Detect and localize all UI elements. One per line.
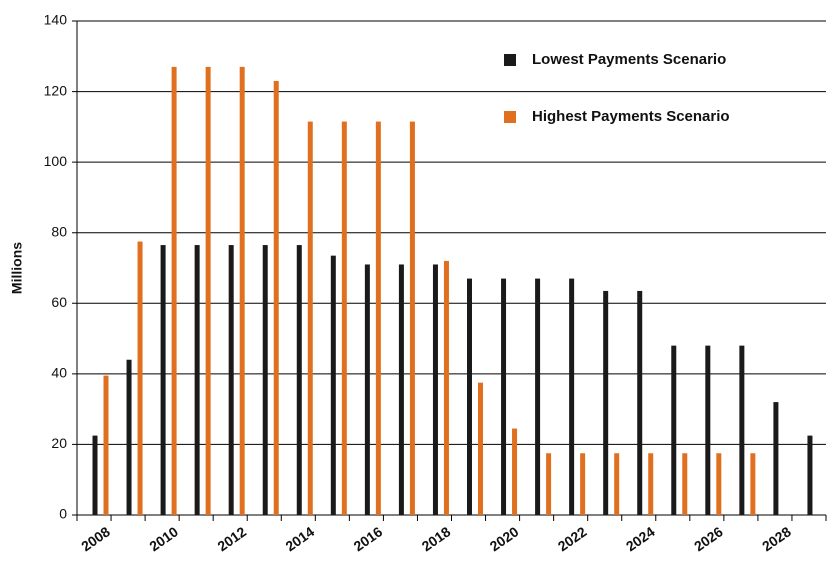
- bar: [501, 278, 507, 515]
- bar: [807, 435, 813, 515]
- bar: [443, 260, 449, 515]
- x-tick-label: 2010: [146, 523, 181, 554]
- x-tick-label: 2020: [487, 523, 522, 554]
- bar: [637, 290, 643, 515]
- bar: [137, 241, 143, 516]
- bar: [307, 121, 313, 516]
- bar: [160, 245, 166, 516]
- bar: [375, 121, 381, 516]
- bar: [92, 435, 98, 515]
- y-tick-label: 40: [51, 365, 67, 381]
- bar: [739, 345, 745, 515]
- x-tick-label: 2028: [759, 523, 794, 554]
- bar: [273, 80, 279, 515]
- bar: [467, 278, 472, 515]
- y-tick-label: 140: [44, 12, 68, 28]
- legend-label: Lowest Payments Scenario: [532, 51, 726, 68]
- x-tick-label: 2016: [351, 523, 386, 554]
- legend-swatch: [504, 54, 516, 66]
- x-tick-label: 2018: [419, 523, 454, 554]
- bar: [546, 453, 552, 515]
- bar: [239, 66, 245, 515]
- bar: [296, 245, 302, 516]
- legend-label: Highest Payments Scenario: [532, 108, 730, 125]
- bar: [705, 345, 711, 515]
- bar: [409, 121, 415, 516]
- bar: [671, 345, 677, 515]
- y-tick-label: 120: [44, 82, 68, 98]
- bar: [603, 290, 609, 515]
- bar: [126, 359, 132, 515]
- bar: [171, 66, 177, 515]
- bar: [103, 375, 109, 515]
- bar: [478, 382, 483, 515]
- x-tick-label: 2008: [78, 523, 113, 554]
- bar: [330, 255, 336, 515]
- bar: [432, 264, 438, 515]
- x-tick-label: 2026: [691, 523, 726, 554]
- bar: [341, 121, 347, 516]
- bar: [580, 453, 586, 515]
- bar: [512, 428, 518, 515]
- x-tick-label: 2022: [555, 523, 590, 554]
- y-axis-label: Millions: [9, 242, 25, 294]
- bar: [398, 264, 404, 515]
- bar: [194, 245, 200, 516]
- bar: [535, 278, 541, 515]
- bar: [569, 278, 575, 515]
- bar: [205, 66, 211, 515]
- bar: [614, 453, 620, 515]
- x-tick-label: 2014: [282, 523, 317, 554]
- bar: [750, 453, 756, 515]
- x-tick-label: 2024: [623, 523, 658, 554]
- bar: [648, 453, 654, 515]
- x-tick-label: 2012: [214, 523, 249, 554]
- bar: [682, 453, 688, 515]
- bar: [228, 245, 234, 516]
- bar: [364, 264, 370, 515]
- legend-swatch: [504, 111, 516, 123]
- bar: [773, 402, 779, 515]
- y-tick-label: 100: [44, 153, 68, 169]
- y-tick-label: 80: [51, 223, 67, 239]
- y-tick-label: 20: [51, 435, 67, 451]
- y-tick-label: 60: [51, 294, 67, 310]
- y-tick-label: 0: [59, 506, 67, 522]
- bar: [262, 245, 268, 516]
- bar: [716, 453, 722, 515]
